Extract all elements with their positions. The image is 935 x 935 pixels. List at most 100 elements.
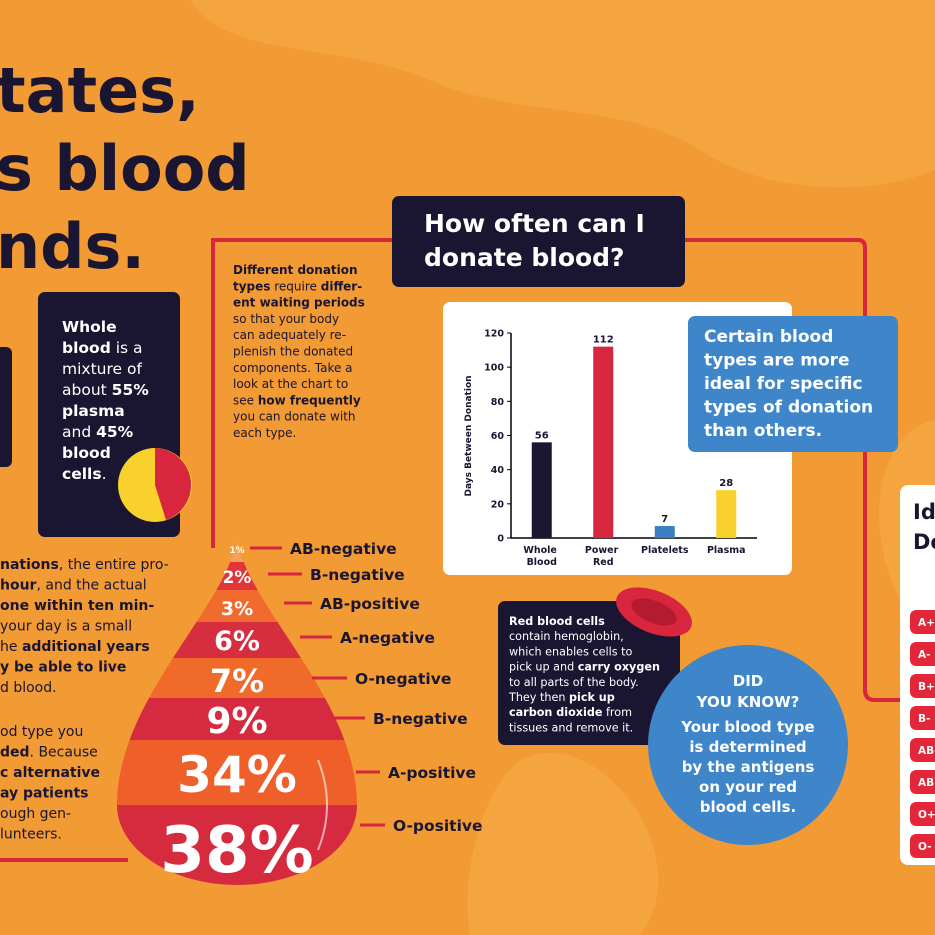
text-span: Whole	[62, 318, 117, 336]
blood-type-label: AB-negative	[290, 540, 397, 558]
text-line: types of donation	[704, 398, 873, 418]
text-span: carry oxygen	[578, 661, 660, 674]
text-span: 55%	[112, 381, 150, 399]
drop-percent: 38%	[160, 814, 313, 888]
text-line: each type.	[233, 426, 296, 440]
type-pill	[910, 738, 935, 762]
x-tick-label: Whole Blood	[523, 545, 560, 568]
y-tick-label: 0	[497, 534, 504, 545]
text-line: mixture of	[62, 360, 142, 378]
x-tick-label: Platelets	[641, 545, 689, 556]
type-pill-label: AB	[918, 777, 934, 789]
card	[0, 347, 12, 467]
y-tick-label: 60	[491, 431, 505, 442]
text-span: od type you	[0, 724, 83, 740]
text-span: components. Take a	[233, 361, 353, 375]
text-span: tissues and remove it.	[509, 721, 633, 734]
text-span: , and the actual	[36, 578, 146, 594]
y-tick-label: 20	[491, 499, 505, 510]
text-line: ideal for specific	[704, 374, 863, 394]
text-line: your day is a small	[0, 619, 132, 635]
text-line: ough gen-	[0, 806, 71, 822]
text-line: tates,	[0, 54, 200, 127]
text-line: and 45%	[62, 423, 134, 441]
text-line: De	[913, 530, 935, 554]
text-line: nations, the entire pro-	[0, 557, 169, 573]
type-pill-label: B+	[918, 681, 935, 693]
bar	[593, 346, 614, 538]
value-label: 56	[535, 430, 549, 441]
text-line: on your red	[699, 778, 797, 796]
text-span: Red blood cells	[509, 615, 605, 628]
text-span: so that your body	[233, 312, 339, 326]
text-line: DID	[733, 672, 763, 690]
drop-percent: 3%	[221, 598, 253, 620]
type-pill-label: AB-	[918, 745, 935, 757]
text-span: is a	[111, 339, 143, 357]
text-span: y be able to live	[0, 660, 126, 676]
type-pill-label: O-	[918, 841, 931, 853]
value-label: 7	[661, 514, 668, 525]
y-axis-label: Days Between Donation	[464, 375, 474, 496]
text-span: 45%	[96, 423, 134, 441]
text-span: d blood.	[0, 680, 57, 696]
text-line: by the antigens	[682, 758, 815, 776]
value-label: 28	[719, 478, 733, 489]
text-span: ent waiting periods	[233, 296, 365, 310]
text-span: your day is a small	[0, 619, 132, 635]
text-line: see how frequently	[233, 393, 361, 407]
bar	[654, 526, 675, 538]
type-pill	[910, 834, 935, 858]
text-span: differ-	[321, 279, 362, 293]
text-line: blood is a	[62, 339, 143, 357]
text-line: ded. Because	[0, 745, 98, 761]
text-line: he additional years	[0, 639, 150, 655]
text-span: plenish the donated	[233, 345, 353, 359]
text-line: YOU KNOW?	[696, 693, 800, 711]
text-line: components. Take a	[233, 361, 353, 375]
text-line: Red blood cells	[509, 615, 605, 628]
text-line: They then pick up	[508, 691, 615, 704]
text-line: tissues and remove it.	[509, 721, 633, 734]
text-span: types	[233, 279, 270, 293]
blood-type-label: A-positive	[388, 764, 476, 782]
text-span: about	[62, 381, 112, 399]
text-line: one within ten min-	[0, 598, 154, 614]
text-line: Id	[913, 500, 935, 524]
type-pill-label: A+	[918, 617, 935, 629]
blood-type-label: A-negative	[340, 629, 435, 647]
text-line: types are more	[704, 351, 850, 371]
text-span: from	[602, 706, 632, 719]
text-span: lunteers.	[0, 827, 62, 843]
text-span: and	[62, 423, 96, 441]
text-span: how frequently	[258, 393, 361, 407]
text-span: see	[233, 393, 258, 407]
text-line: Certain blood	[704, 327, 833, 347]
text-line: so that your body	[233, 312, 339, 326]
text-line: carbon dioxide from	[509, 706, 632, 719]
text-span: each type.	[233, 426, 296, 440]
type-pill	[910, 706, 935, 730]
type-pill	[910, 674, 935, 698]
drop-percent: 7%	[210, 662, 264, 700]
text-span: pick up	[569, 691, 615, 704]
text-span: carbon dioxide	[509, 706, 603, 719]
text-span: plasma	[62, 402, 125, 420]
text-span: ough gen-	[0, 806, 71, 822]
type-pill	[910, 770, 935, 794]
text-line: y be able to live	[0, 660, 126, 676]
red-cell-card	[498, 601, 680, 745]
type-pill-label: B-	[918, 713, 930, 725]
info-box	[688, 316, 898, 452]
text-span: mixture of	[62, 360, 142, 378]
text-line: look at the chart to	[233, 377, 348, 391]
text-line: Whole	[62, 318, 117, 336]
blood-type-label: B-negative	[373, 710, 468, 728]
blood-type-label: O-negative	[355, 670, 451, 688]
text-span: c alternative	[0, 765, 100, 781]
x-tick-label: Plasma	[707, 545, 746, 556]
drop-band	[117, 740, 357, 805]
drop-band	[117, 698, 357, 740]
text-line: od type you	[0, 724, 83, 740]
text-line: Your blood type	[680, 718, 814, 736]
